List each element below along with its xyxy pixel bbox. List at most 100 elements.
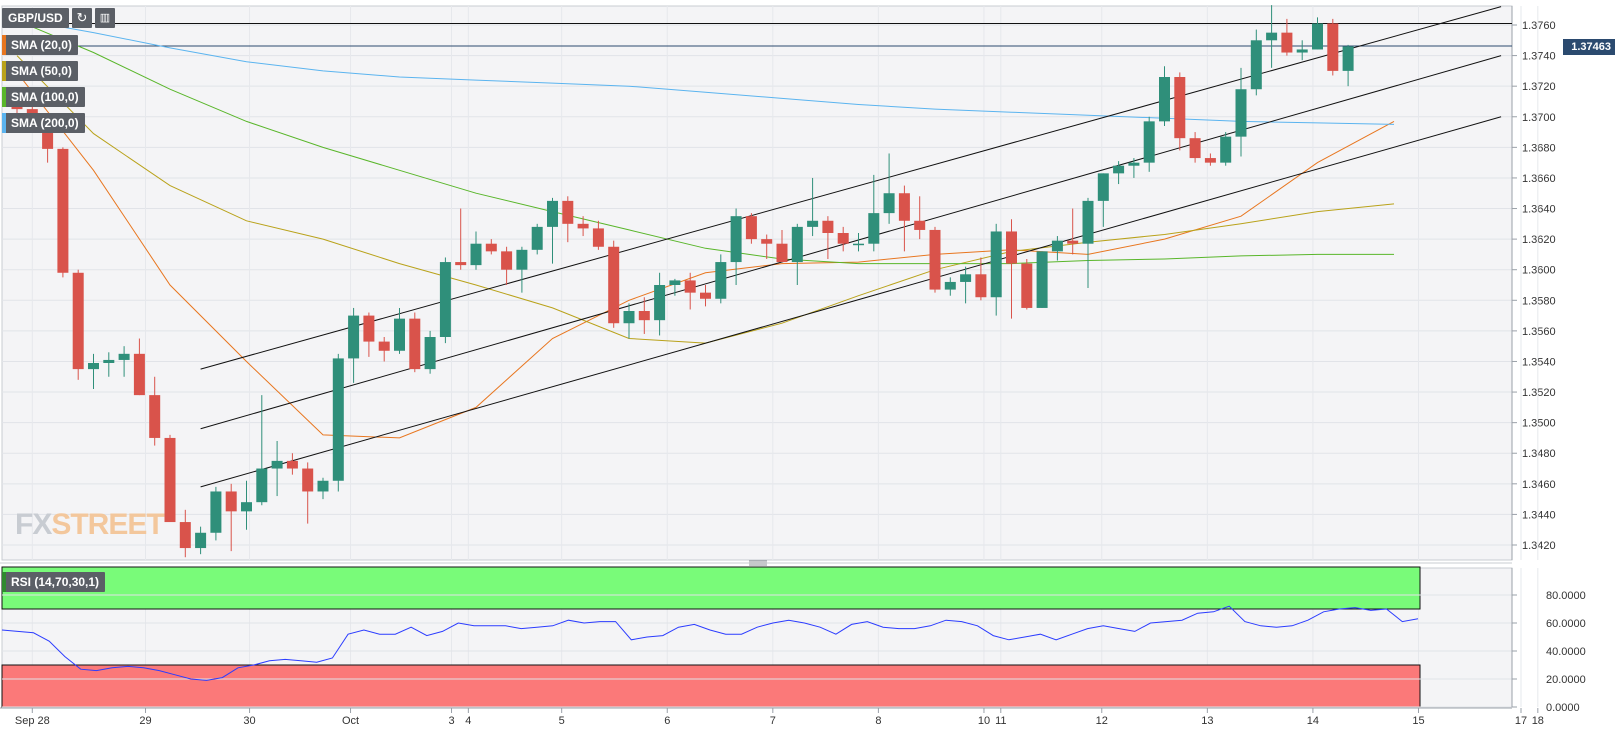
candle xyxy=(286,453,298,475)
candle xyxy=(133,338,145,396)
candle-body xyxy=(547,200,558,227)
price-tick-label: 1.3640 xyxy=(1522,204,1556,216)
candle xyxy=(684,272,696,310)
main-pane: 1.3420 1.3440 1.3460 1.3480 1.3500 1.3520 1.35… xyxy=(0,5,1617,566)
candle xyxy=(1097,173,1109,227)
current-price-tag: 1.37463 xyxy=(1563,39,1615,55)
candle-body xyxy=(745,216,757,240)
candle-body xyxy=(378,341,390,351)
time-tick-label: 11 xyxy=(995,715,1006,727)
candle-body xyxy=(1159,77,1170,122)
candle-body xyxy=(791,226,803,263)
candle-body xyxy=(149,395,161,438)
price-tick-label: 1.3740 xyxy=(1522,51,1556,63)
candle-body xyxy=(424,337,436,370)
candle xyxy=(1006,219,1017,319)
candle xyxy=(455,208,467,270)
sma100-legend[interactable]: SMA (100,0) xyxy=(2,87,85,107)
sma200-legend[interactable]: SMA (200,0) xyxy=(2,113,85,133)
candle xyxy=(195,526,207,555)
refresh-icon: ↻ xyxy=(76,10,88,25)
candle-body xyxy=(883,193,895,214)
indicator-list-button[interactable]: ▥ xyxy=(95,8,115,28)
candle-body xyxy=(103,359,115,363)
candle-body xyxy=(1281,32,1293,53)
candle xyxy=(898,185,910,252)
price-tick-label: 1.3660 xyxy=(1522,173,1556,185)
candle-body xyxy=(516,249,528,270)
candle-body xyxy=(1327,23,1339,71)
candle-body xyxy=(1113,165,1125,174)
candle xyxy=(210,486,222,541)
candle-body xyxy=(1235,89,1247,137)
candle-body xyxy=(348,315,360,359)
candle xyxy=(654,272,666,336)
candle xyxy=(807,177,819,237)
candle-body xyxy=(822,220,834,233)
candle xyxy=(745,213,757,244)
refresh-button[interactable]: ↻ xyxy=(72,8,92,28)
candle xyxy=(1220,132,1232,166)
candle xyxy=(776,229,788,263)
time-tick-label: 5 xyxy=(559,715,565,727)
price-tick-label: 1.3420 xyxy=(1522,540,1556,552)
time-tick-label: 29 xyxy=(139,715,151,727)
candle-body xyxy=(164,437,176,523)
candle-body xyxy=(1189,138,1201,159)
candle xyxy=(378,337,390,362)
time-tick-label: 3 xyxy=(448,715,454,727)
candle-body xyxy=(210,491,222,533)
candle-body xyxy=(271,460,283,469)
candle xyxy=(1189,132,1201,163)
candle xyxy=(1281,18,1293,56)
rsi-legend[interactable]: RSI (14,70,30,1) xyxy=(2,572,106,592)
candle-body xyxy=(562,200,574,224)
candle xyxy=(1342,44,1354,87)
candle xyxy=(348,307,360,383)
candle-body xyxy=(1128,162,1140,166)
price-tick-label: 1.3460 xyxy=(1522,479,1556,491)
candle-body xyxy=(394,318,405,351)
candle-body xyxy=(302,468,314,492)
candle xyxy=(271,441,283,497)
sma20-legend[interactable]: SMA (20,0) xyxy=(2,35,78,55)
sma50-legend[interactable]: SMA (50,0) xyxy=(2,61,78,81)
candle xyxy=(531,223,543,255)
candle xyxy=(1235,67,1247,157)
candle-body xyxy=(439,262,451,337)
candle xyxy=(1082,197,1094,289)
candle-body xyxy=(1342,46,1354,71)
candle-body xyxy=(761,239,773,244)
time-tick-label: 30 xyxy=(243,715,255,727)
candle xyxy=(608,240,620,328)
candle xyxy=(394,307,405,354)
candle xyxy=(1312,17,1323,50)
candle-body xyxy=(715,262,727,299)
candle-body xyxy=(1204,158,1216,163)
candle-body xyxy=(975,274,987,298)
candle xyxy=(1143,116,1155,172)
rsi-pane: 0.0000 20.0000 40.0000 60.0000 80.0000 xyxy=(1,566,1586,714)
candle xyxy=(1159,66,1170,126)
price-tick-label: 1.3520 xyxy=(1522,387,1556,399)
candle-body xyxy=(623,311,635,324)
symbol-label[interactable]: GBP/USD xyxy=(2,8,69,28)
candle-body xyxy=(960,274,972,282)
watermark-fx: FX xyxy=(15,508,52,541)
candle-body xyxy=(837,233,849,244)
rsi-overbought-zone xyxy=(1,566,1421,610)
candle xyxy=(944,277,956,296)
sma100-swatch xyxy=(2,87,6,107)
sma100-label: SMA (100,0) xyxy=(11,90,79,104)
candle-body xyxy=(225,491,237,512)
candle-body xyxy=(776,243,788,263)
candle xyxy=(730,208,742,285)
candle xyxy=(241,480,252,530)
candle xyxy=(72,269,84,380)
candle xyxy=(914,196,926,240)
candle-body xyxy=(1021,263,1033,308)
candle xyxy=(501,246,513,285)
time-tick-label: 17 xyxy=(1515,715,1527,727)
candle xyxy=(164,434,176,523)
